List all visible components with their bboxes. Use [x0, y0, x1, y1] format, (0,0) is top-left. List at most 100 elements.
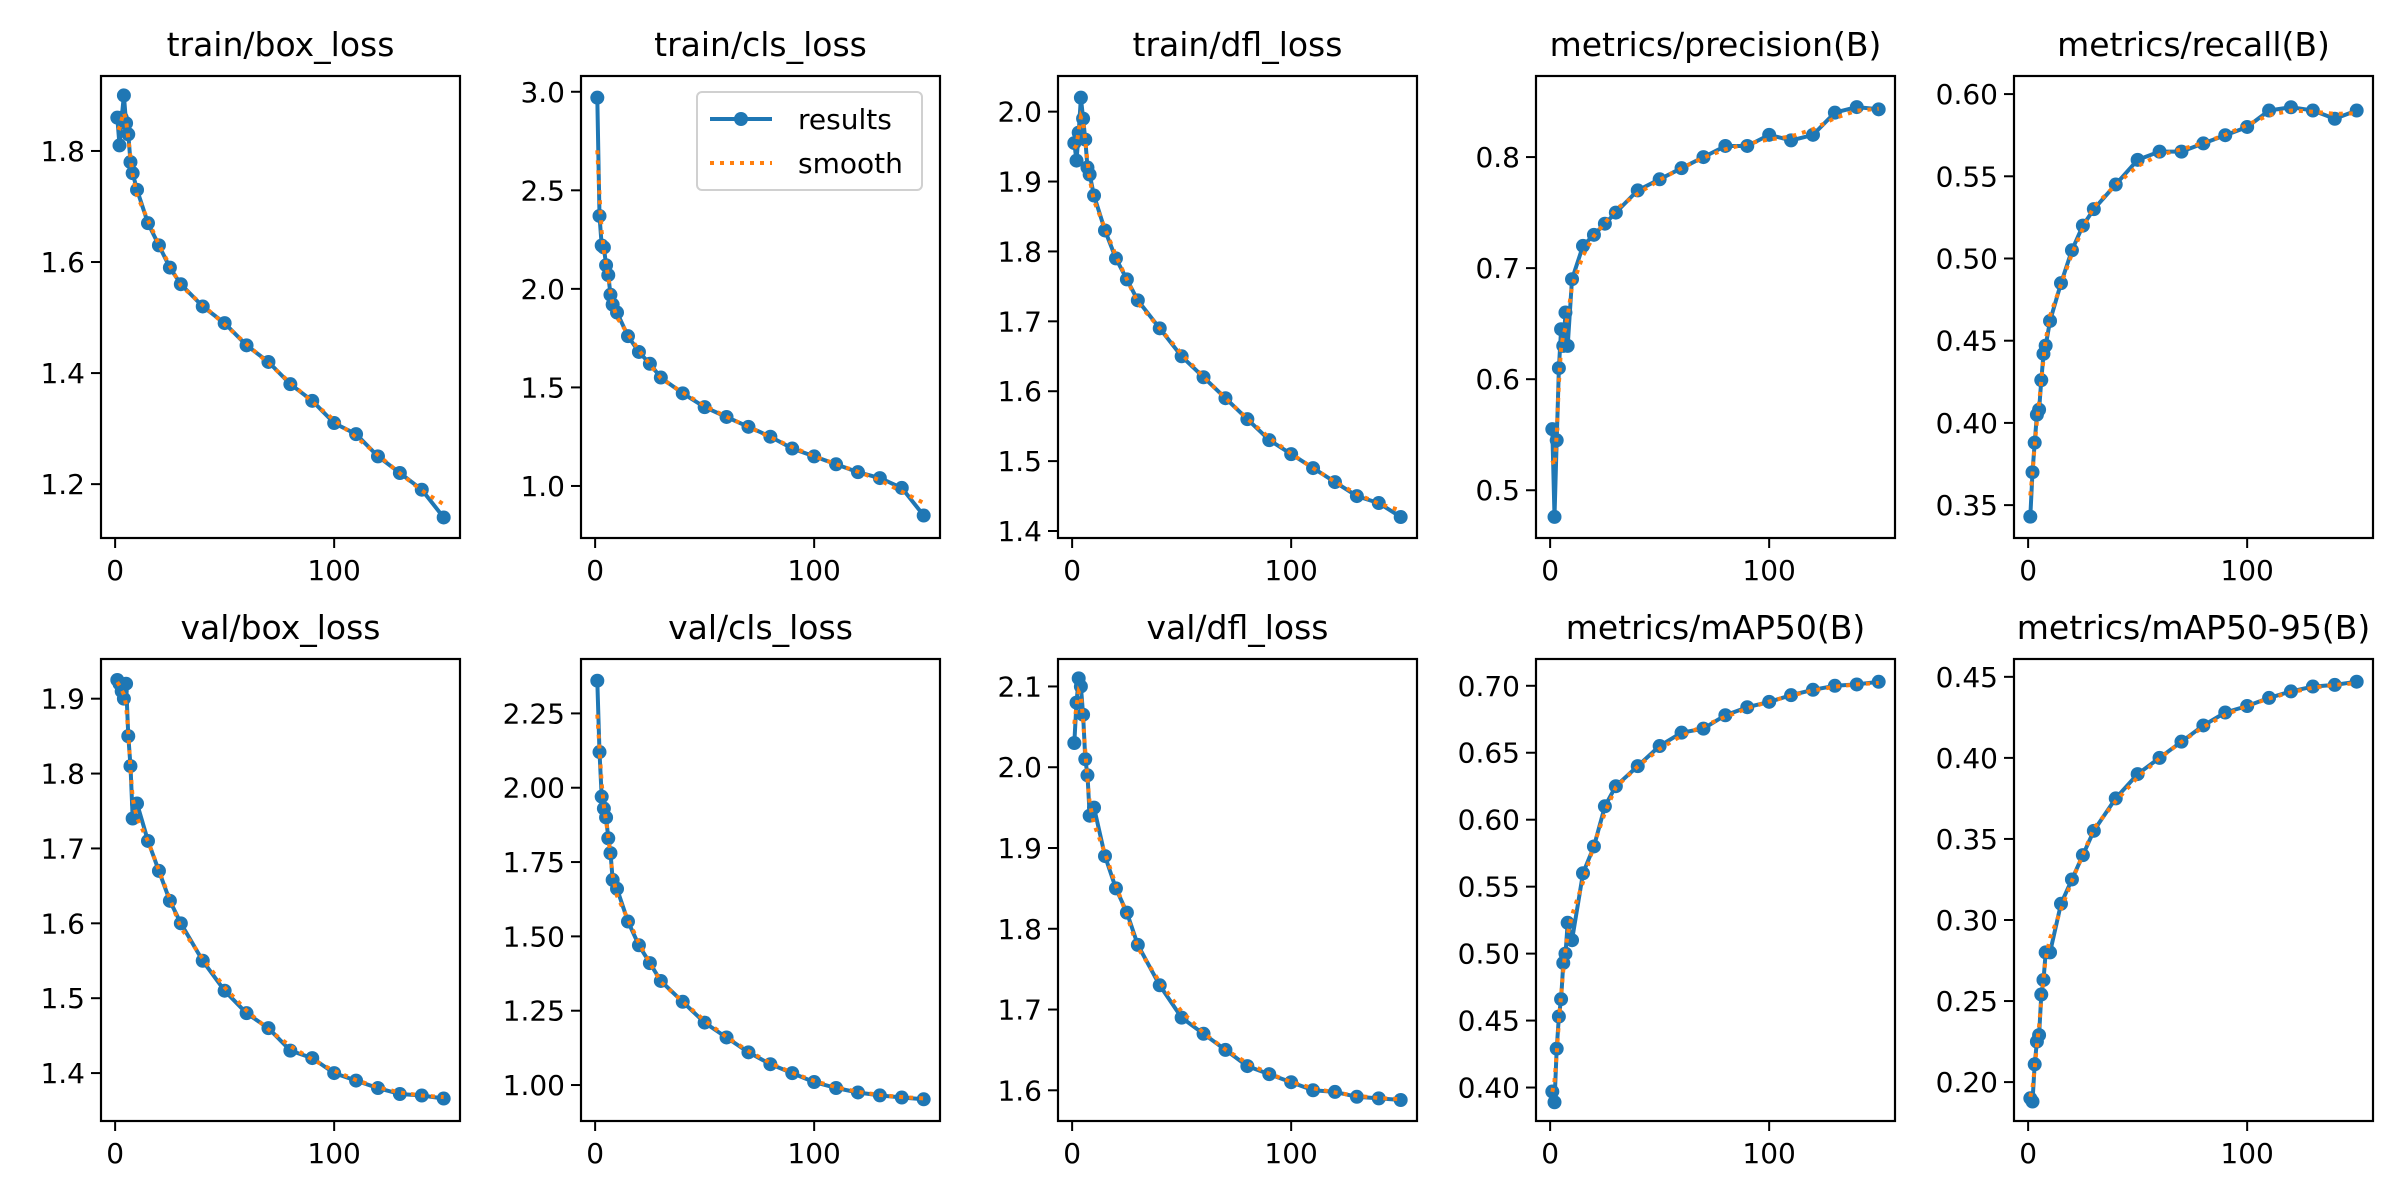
- legend-results-marker: [734, 112, 748, 126]
- x-tick-label: 0: [2019, 1137, 2037, 1170]
- y-tick-label: 3.0: [520, 76, 565, 109]
- results-point: [1849, 100, 1864, 115]
- results-point: [741, 419, 756, 434]
- x-tick-label: 100: [787, 554, 840, 587]
- legend: results smooth: [696, 91, 923, 191]
- plot-area: [1545, 674, 1886, 1110]
- y-tick-label: 0.40: [1936, 742, 1998, 775]
- results-point: [327, 1066, 342, 1081]
- x-tick-label: 0: [1063, 1137, 1081, 1170]
- results-point: [829, 457, 844, 472]
- axes-frame: [2012, 74, 2375, 540]
- y-tick-label: 1.4: [997, 515, 1042, 548]
- results-point: [1597, 799, 1612, 814]
- results-point: [1393, 510, 1408, 525]
- x-tick-label: 0: [586, 1137, 604, 1170]
- results-point: [1306, 1083, 1321, 1098]
- y-tick-label: 1.7: [997, 305, 1042, 338]
- results-point: [1097, 849, 1112, 864]
- results-point: [2034, 373, 2049, 388]
- y-tick-label: 1.6: [997, 1074, 1042, 1107]
- plot-area: [2023, 674, 2364, 1109]
- smooth-line: [1550, 681, 1879, 1093]
- y-tick-label: 1.6: [997, 375, 1042, 408]
- results-point: [125, 811, 140, 826]
- smooth-line: [2028, 108, 2357, 496]
- results-point: [1652, 739, 1667, 754]
- y-tick-label: 1.5: [997, 445, 1042, 478]
- results-point: [1078, 132, 1093, 147]
- results-point: [1108, 251, 1123, 266]
- x-tick-label: 100: [1742, 1137, 1795, 1170]
- results-point: [2349, 103, 2364, 118]
- results-point: [283, 1043, 298, 1058]
- results-point: [603, 846, 618, 861]
- results-point: [239, 1006, 254, 1021]
- x-tick-label: 0: [1541, 554, 1559, 587]
- y-tick-label: 2.5: [520, 174, 565, 207]
- results-point: [2032, 402, 2047, 417]
- y-tick-label: 0.5: [1475, 474, 1520, 507]
- results-point: [872, 471, 887, 486]
- smooth-line: [595, 714, 924, 1101]
- y-tick-label: 1.75: [503, 846, 565, 879]
- results-point: [2023, 509, 2038, 524]
- y-tick-label: 2.00: [503, 772, 565, 805]
- smooth-line: [595, 150, 925, 505]
- results-point: [2349, 674, 2364, 689]
- plot-area: [1067, 90, 1408, 525]
- y-tick-label: 1.7: [40, 832, 85, 865]
- results-point: [119, 676, 134, 691]
- results-point: [1558, 305, 1573, 320]
- results-line: [115, 678, 444, 1101]
- results-point: [1608, 205, 1623, 220]
- y-tick-label: 0.60: [1936, 78, 1998, 111]
- y-tick-label: 1.0: [520, 470, 565, 503]
- y-tick-label: 1.9: [997, 166, 1042, 199]
- results-point: [392, 1087, 407, 1102]
- subplot-train-dfl-loss: train/dfl_loss 0 100 1.4 1.5 1.6 1.7 1.8 1.9 2.0: [997, 25, 1419, 587]
- results-point: [1805, 127, 1820, 142]
- y-tick-label: 1.8: [40, 135, 85, 168]
- x-tick-label: 100: [2220, 1137, 2273, 1170]
- results-point: [601, 831, 616, 846]
- results-point: [1575, 866, 1590, 881]
- y-tick-label: 1.8: [997, 913, 1042, 946]
- results-line: [595, 680, 924, 1102]
- results-point: [2036, 972, 2051, 987]
- y-tick-label: 2.25: [503, 697, 565, 730]
- results-point: [436, 510, 451, 525]
- results-point: [1284, 447, 1299, 462]
- subplot-title: train/box_loss: [167, 25, 395, 64]
- results-point: [2327, 677, 2342, 692]
- results-point: [2025, 1094, 2040, 1109]
- legend-label-smooth: smooth: [798, 147, 903, 180]
- results-point: [349, 427, 364, 442]
- subplot-train-cls-loss: train/cls_loss 0 100 1.0 1.5 2.0 2.5 3.0 results…: [520, 25, 942, 587]
- results-point: [1327, 475, 1342, 490]
- subplot-metrics-map50-95-b-: metrics/mAP50-95(B) 0 100 0.20 0.25 0.30 0.35 0…: [1936, 608, 2375, 1170]
- results-point: [1554, 322, 1569, 337]
- subplot-val-cls-loss: val/cls_loss 0 100 1.00 1.25 1.50 1.75 2.00 2.25: [503, 608, 942, 1170]
- y-tick-label: 0.20: [1936, 1066, 1998, 1099]
- results-point: [916, 1092, 931, 1107]
- y-tick-label: 1.2: [40, 468, 85, 501]
- smooth-line: [1072, 685, 1401, 1102]
- results-point: [2130, 767, 2145, 782]
- results-point: [1551, 1009, 1566, 1024]
- smooth-line: [2028, 681, 2357, 1098]
- y-tick-label: 1.25: [503, 995, 565, 1028]
- y-tick-label: 0.40: [1458, 1072, 1520, 1105]
- results-point: [592, 208, 607, 223]
- results-point: [1073, 679, 1088, 694]
- axes-frame: [579, 74, 942, 540]
- x-tick-label: 100: [307, 554, 360, 587]
- smooth-line: [115, 681, 444, 1100]
- results-point: [123, 759, 138, 774]
- subplot-title: train/cls_loss: [654, 25, 867, 64]
- results-point: [1076, 111, 1091, 126]
- results-point: [1067, 736, 1082, 750]
- y-tick-label: 1.4: [40, 357, 85, 390]
- plot-area: [1067, 671, 1408, 1107]
- results-point: [1130, 937, 1145, 952]
